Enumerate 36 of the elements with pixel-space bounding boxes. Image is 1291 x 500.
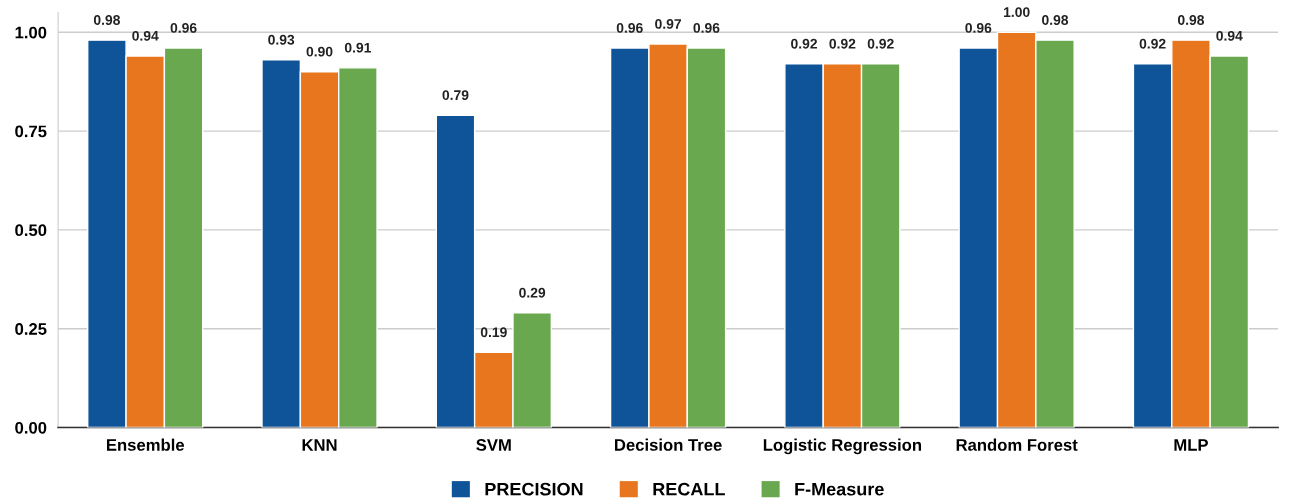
- data-label: 0.98: [1177, 15, 1205, 25]
- x-tick-label: Ensemble: [106, 438, 185, 451]
- x-tick-label: Logistic Regression: [763, 438, 921, 455]
- data-label: 0.96: [693, 22, 720, 33]
- x-tick-label: Random Forest: [956, 438, 1078, 451]
- y-tick-label: 0.50: [15, 224, 47, 237]
- data-label: 0.92: [867, 38, 894, 49]
- data-label: 0.94: [1216, 30, 1243, 41]
- x-tick-label: KNN: [302, 439, 337, 451]
- data-label: 0.29: [519, 287, 546, 298]
- x-tick-label: SVM: [476, 439, 511, 451]
- data-label: 0.98: [93, 15, 120, 25]
- x-tick-label: MLP: [1174, 439, 1208, 451]
- legend-label: F-Measure: [795, 482, 884, 496]
- data-label: 0.94: [132, 30, 159, 41]
- y-tick-label: 0.00: [15, 421, 47, 434]
- legend-label: PRECISION: [485, 482, 583, 496]
- data-label: 0.90: [306, 46, 333, 57]
- data-label: 0.96: [616, 22, 643, 33]
- y-tick-label: 0.75: [15, 125, 47, 138]
- data-label: 0.97: [655, 19, 681, 29]
- legend-label: RECALL: [653, 482, 725, 496]
- data-label: 0.91: [344, 42, 371, 53]
- y-tick-label: 1.00: [15, 26, 47, 39]
- data-label: 1.00: [1004, 7, 1030, 18]
- data-label: 0.96: [170, 22, 197, 33]
- data-label: 0.92: [791, 38, 817, 49]
- x-tick-label: Decision Tree: [615, 438, 722, 451]
- data-label: 0.96: [965, 22, 992, 33]
- data-label: 0.98: [1042, 15, 1069, 25]
- data-label: 0.92: [829, 38, 856, 49]
- data-label: 0.93: [268, 34, 295, 45]
- data-label: 0.19: [480, 327, 507, 338]
- data-label: 0.79: [442, 90, 469, 101]
- data-label: 0.92: [1139, 38, 1166, 49]
- y-tick-label: 0.25: [15, 323, 47, 335]
